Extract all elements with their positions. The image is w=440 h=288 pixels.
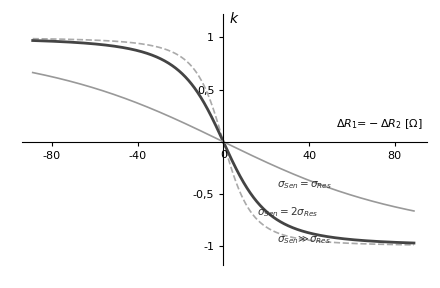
Text: 0: 0: [220, 150, 227, 160]
Text: $\sigma_{Sen}\!\gg\!\sigma_{Res}$: $\sigma_{Sen}\!\gg\!\sigma_{Res}$: [277, 234, 331, 246]
Text: $\sigma_{Sen}=\sigma_{Res}$: $\sigma_{Sen}=\sigma_{Res}$: [277, 179, 332, 191]
Text: $\Delta R_1\!=\!-\Delta R_2\ [\Omega]$: $\Delta R_1\!=\!-\Delta R_2\ [\Omega]$: [336, 118, 422, 131]
Text: $\sigma_{Sen}=2\sigma_{Res}$: $\sigma_{Sen}=2\sigma_{Res}$: [257, 205, 319, 219]
Text: $k$: $k$: [229, 11, 239, 26]
